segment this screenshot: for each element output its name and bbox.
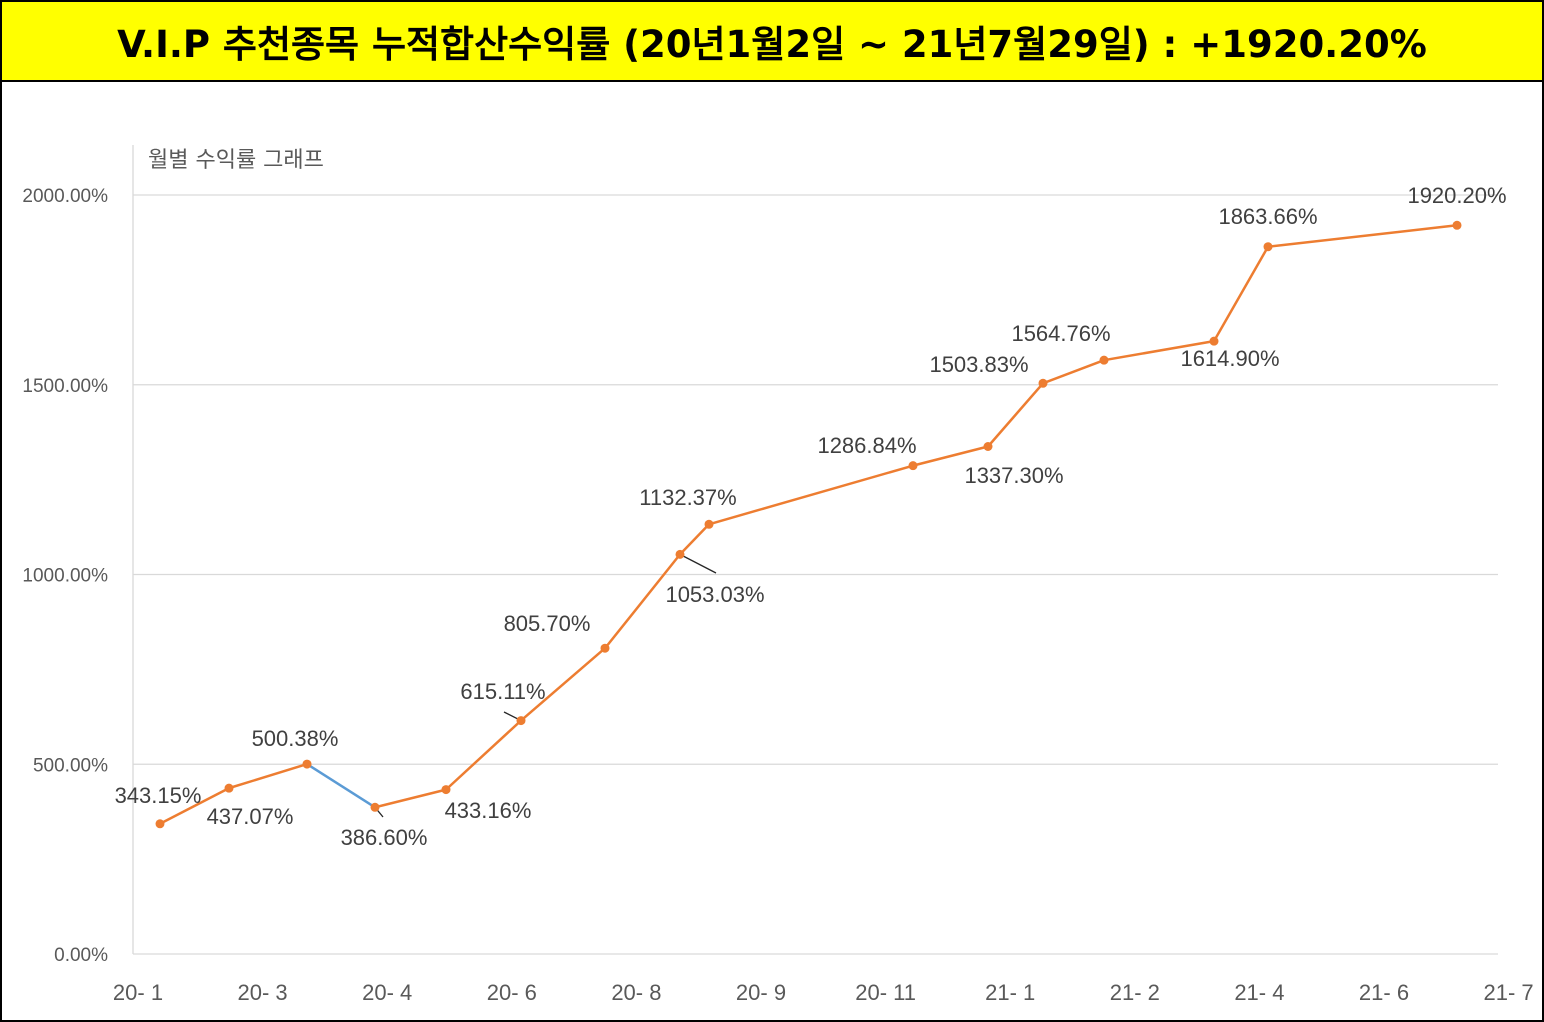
data-label: 615.11% <box>460 679 545 704</box>
data-point <box>224 783 234 793</box>
y-tick-label: 2000.00% <box>22 186 108 207</box>
x-tick-label: 21- 1 <box>985 980 1035 1005</box>
chart-title: 월별 수익률 그래프 <box>148 148 324 173</box>
series-segment <box>158 786 231 826</box>
data-label: 1564.76% <box>1011 321 1110 346</box>
data-point <box>908 461 918 471</box>
title-banner: V.I.P 추천종목 누적합산수익률 (20년1월2일 ~ 21년7월29일) … <box>2 2 1542 82</box>
data-label: 1503.83% <box>929 352 1028 377</box>
series-segment <box>1266 224 1459 248</box>
series-segment <box>305 762 377 809</box>
data-label: 1863.66% <box>1218 204 1317 229</box>
series-segment <box>678 523 711 556</box>
series-segment <box>1212 245 1270 343</box>
series-segment <box>373 788 448 809</box>
data-label: 386.60% <box>341 825 428 850</box>
x-tick-label: 20- 4 <box>362 980 412 1005</box>
x-tick-label: 20- 6 <box>487 980 537 1005</box>
data-points <box>155 220 1462 829</box>
data-point <box>441 785 451 795</box>
y-tick-label: 0.00% <box>54 945 108 966</box>
data-point <box>516 716 526 726</box>
series-segment <box>1102 339 1216 362</box>
data-label: 437.07% <box>207 804 294 829</box>
data-point <box>704 519 714 529</box>
data-point <box>1209 336 1219 346</box>
series-segment <box>444 719 523 791</box>
x-axis: 20- 1 20- 3 20- 4 20- 6 20- 8 20- 9 20- 11 21- … <box>113 145 1534 1005</box>
data-point <box>1099 355 1109 365</box>
series-segment <box>1041 358 1106 385</box>
leader-line <box>679 553 717 574</box>
data-label: 1920.20% <box>1407 183 1506 208</box>
data-point <box>675 549 685 559</box>
data-point <box>155 819 165 829</box>
x-tick-label: 20- 1 <box>113 980 163 1005</box>
data-point <box>600 643 610 653</box>
data-label: 1337.30% <box>964 463 1063 488</box>
data-label: 500.38% <box>252 726 339 751</box>
series-segment <box>911 445 990 467</box>
x-tick-label: 21- 4 <box>1234 980 1284 1005</box>
data-point <box>1038 378 1048 388</box>
x-tick-label: 20- 8 <box>611 980 661 1005</box>
series-segment <box>519 646 607 722</box>
series-segment <box>986 382 1045 448</box>
data-point <box>1452 220 1462 230</box>
data-label: 1053.03% <box>665 582 764 607</box>
y-tick-label: 1000.00% <box>22 566 108 587</box>
x-tick-label: 20- 11 <box>855 980 916 1005</box>
x-tick-label: 20- 3 <box>238 980 288 1005</box>
x-tick-label: 21- 7 <box>1484 980 1534 1005</box>
data-label: 343.15% <box>115 783 202 808</box>
data-point <box>370 802 380 812</box>
x-tick-label: 21- 6 <box>1359 980 1409 1005</box>
y-axis-ticks: 0.00% 500.00% 1000.00% 1500.00% 2000.00% <box>22 186 108 966</box>
data-label: 1614.90% <box>1180 346 1279 371</box>
series-line <box>158 224 1459 826</box>
data-point <box>1263 242 1273 252</box>
data-point <box>302 759 312 769</box>
gridlines <box>133 194 1498 765</box>
series-segment <box>227 762 309 790</box>
series-segment <box>707 464 915 526</box>
data-label: 1132.37% <box>639 485 736 510</box>
data-label: 1286.84% <box>817 433 916 458</box>
series-segment <box>603 553 682 650</box>
banner-title: V.I.P 추천종목 누적합산수익률 (20년1월2일 ~ 21년7월29일) … <box>117 23 1427 66</box>
y-tick-label: 500.00% <box>33 755 108 776</box>
data-labels: 343.15%437.07% 500.38% 386.60% 433.16% 615.1… <box>115 183 1507 850</box>
x-tick-label: 21- 2 <box>1110 980 1160 1005</box>
x-tick-label: 20- 9 <box>736 980 786 1005</box>
data-point <box>983 441 993 451</box>
y-tick-label: 1500.00% <box>22 376 108 397</box>
data-label: 805.70% <box>504 611 591 636</box>
data-label: 433.16% <box>445 798 532 823</box>
